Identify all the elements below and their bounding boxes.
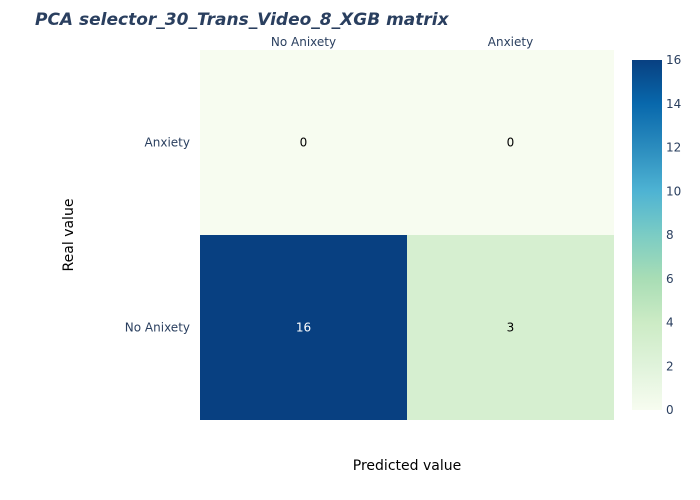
x-axis-ticks: No Anixety Anxiety: [271, 35, 533, 49]
x-tick-label: Anxiety: [488, 35, 533, 49]
heatmap-cells: [200, 50, 614, 420]
colorbar-tick-label: 8: [666, 228, 674, 242]
heatmap-cell: [200, 50, 407, 235]
colorbar-gradient: [632, 60, 662, 410]
colorbar-tick-label: 2: [666, 359, 674, 373]
x-tick-label: No Anixety: [271, 35, 336, 49]
heatmap-cell-labels: 0 0 16 3: [296, 136, 514, 335]
colorbar-tick-label: 4: [666, 316, 674, 330]
y-tick-label: No Anixety: [125, 321, 190, 335]
cell-value-label: 0: [300, 136, 308, 150]
colorbar-tick-label: 12: [666, 141, 681, 155]
colorbar-ticks: 0 2 4 6 8 10 12 14 16: [666, 53, 681, 417]
y-tick-label: Anxiety: [145, 136, 190, 150]
cell-value-label: 16: [296, 321, 311, 335]
colorbar-tick-label: 10: [666, 184, 681, 198]
heatmap-cell: [407, 235, 614, 420]
cell-value-label: 3: [507, 321, 515, 335]
x-axis-title: Predicted value: [353, 458, 461, 474]
colorbar-tick-label: 6: [666, 272, 674, 286]
cell-value-label: 0: [507, 136, 515, 150]
colorbar-tick-label: 16: [666, 53, 681, 67]
chart-title: PCA selector_30_Trans_Video_8_XGB matrix: [35, 10, 450, 30]
colorbar: 0 2 4 6 8 10 12 14 16: [632, 53, 681, 417]
y-axis-title: Real value: [61, 199, 77, 272]
heatmap-cell: [407, 50, 614, 235]
heatmap-cell: [200, 235, 407, 420]
colorbar-tick-label: 0: [666, 403, 674, 417]
colorbar-tick-label: 14: [666, 97, 681, 111]
y-axis-ticks: Anxiety No Anixety: [125, 136, 190, 335]
